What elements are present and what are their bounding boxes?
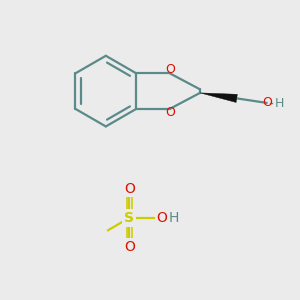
Text: O: O [165,106,175,119]
Text: O: O [156,211,167,225]
Text: S: S [124,211,134,225]
Text: O: O [124,240,135,254]
Text: H: H [274,97,284,110]
Text: O: O [263,96,272,109]
Text: O: O [165,63,175,76]
Polygon shape [200,93,237,103]
Text: H: H [169,211,179,225]
Text: O: O [124,182,135,196]
